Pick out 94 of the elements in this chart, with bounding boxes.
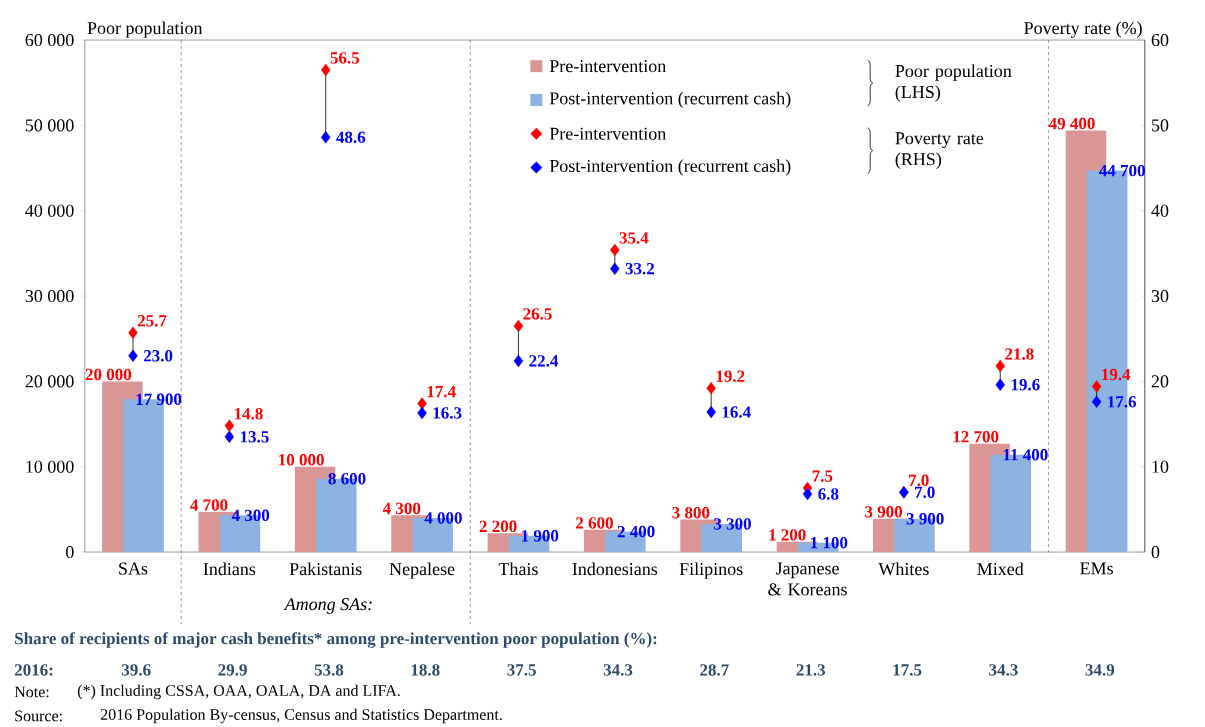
data-label: 35.4 bbox=[619, 232, 649, 244]
data-label: 12 700 bbox=[953, 431, 999, 443]
x-tick-label: Indians bbox=[203, 562, 256, 576]
data-label: 19.6 bbox=[1011, 379, 1040, 391]
data-label: 20 000 bbox=[85, 368, 132, 381]
y2-tick-label: 20 bbox=[1151, 375, 1169, 388]
data-label: 14.8 bbox=[234, 408, 263, 420]
data-label: 3 800 bbox=[672, 506, 710, 519]
x-tick-label: Pakistanis bbox=[289, 562, 362, 576]
x-tick-label: EMs bbox=[1080, 562, 1113, 575]
text: 37.5 bbox=[507, 664, 536, 676]
data-label: 13.5 bbox=[240, 431, 269, 443]
y2-tick-label: 50 bbox=[1152, 119, 1169, 132]
y-tick-label: 60 000 bbox=[25, 33, 74, 47]
data-label: 49 400 bbox=[1048, 117, 1095, 130]
data-label: 17.4 bbox=[427, 385, 456, 398]
x-tick-label: Mixed bbox=[977, 562, 1024, 576]
data-label: 1 100 bbox=[811, 536, 848, 549]
x-tick-label: Nepalese bbox=[389, 562, 455, 579]
x-tick-label: Indonesians bbox=[572, 562, 658, 576]
x-tick-label: Japanese & Koreans bbox=[768, 562, 847, 596]
text: 2016 Population By-census, Census and Statistics Department. bbox=[100, 708, 502, 724]
legend-label: Post-intervention (recurrent cash) bbox=[549, 159, 791, 176]
data-label: 16.4 bbox=[722, 406, 751, 418]
data-label: 8 600 bbox=[328, 472, 366, 485]
data-label: 56.5 bbox=[330, 52, 360, 64]
text: 18.8 bbox=[411, 664, 440, 676]
y2-tick-label: 30 bbox=[1151, 289, 1169, 303]
y2-tick-label: 40 bbox=[1151, 204, 1169, 217]
text: 28.7 bbox=[700, 664, 729, 676]
data-label: 1 200 bbox=[769, 529, 806, 541]
data-label: 26.5 bbox=[523, 308, 552, 320]
x-tick-label: SAs bbox=[119, 562, 148, 575]
text: 39.6 bbox=[121, 664, 151, 676]
data-label: 16.3 bbox=[433, 407, 462, 419]
y-tick-label: 10 000 bbox=[26, 460, 74, 473]
y2-tick-label: 60 bbox=[1151, 33, 1169, 47]
y-tick-label: 50 000 bbox=[25, 119, 74, 132]
source-note: Source: bbox=[15, 710, 62, 722]
data-label: 19.4 bbox=[1102, 368, 1131, 381]
text: 34.3 bbox=[989, 664, 1018, 676]
data-label: 3 300 bbox=[714, 518, 751, 530]
y-tick-label: 0 bbox=[66, 545, 74, 559]
text: 17.5 bbox=[893, 664, 922, 676]
data-label: 3 900 bbox=[906, 513, 944, 525]
text: 29.9 bbox=[218, 664, 247, 676]
data-label: 7.0 bbox=[915, 486, 935, 499]
data-label: 11 400 bbox=[1003, 449, 1048, 461]
data-label: 48.6 bbox=[336, 131, 366, 144]
legend-label: Post-intervention (recurrent cash) bbox=[549, 91, 791, 109]
text: (*) Including CSSA, OAA, OALA, DA and LIFA. bbox=[77, 684, 400, 700]
y2-axis-title: Poverty rate (%) bbox=[1024, 21, 1142, 38]
annotation: Poor population (LHS) bbox=[895, 64, 1012, 102]
y-axis-title: Poor population bbox=[87, 21, 203, 38]
data-label: 21.8 bbox=[1005, 348, 1034, 360]
text: 53.8 bbox=[314, 664, 344, 676]
data-label: 2 200 bbox=[479, 520, 517, 533]
data-label: 1 900 bbox=[522, 530, 559, 542]
y-tick-label: 20 000 bbox=[25, 375, 74, 388]
data-label: 2 400 bbox=[617, 525, 655, 538]
data-label: 33.2 bbox=[625, 262, 655, 275]
legend-label: Pre-intervention bbox=[549, 60, 666, 73]
text: Share of recipients of major cash benefits* among pre-intervention poor population (%): bbox=[15, 632, 657, 648]
annotation: Poverty rate (RHS) bbox=[895, 132, 984, 169]
data-label: 4 300 bbox=[382, 502, 421, 515]
y-tick-label: 30 000 bbox=[25, 289, 74, 303]
text: Note: bbox=[14, 686, 49, 698]
text: 21.3 bbox=[796, 664, 826, 676]
data-label: 2 600 bbox=[576, 517, 613, 529]
text: Among SAs: bbox=[283, 598, 372, 614]
x-tick-label: Thais bbox=[498, 562, 538, 576]
data-label: 7.0 bbox=[909, 474, 929, 487]
legend-label: Pre-intervention bbox=[549, 127, 666, 140]
data-label: 6.8 bbox=[818, 488, 839, 500]
data-label: 22.4 bbox=[529, 355, 559, 367]
x-tick-label: Filipinos bbox=[679, 562, 743, 579]
data-label: 23.0 bbox=[143, 350, 173, 362]
text: 2016: bbox=[14, 664, 53, 676]
text: 34.3 bbox=[603, 664, 633, 676]
data-label: 25.7 bbox=[137, 315, 167, 327]
y2-tick-label: 10 bbox=[1152, 460, 1169, 473]
data-label: 3 900 bbox=[865, 506, 903, 518]
y2-tick-label: 0 bbox=[1151, 545, 1160, 559]
x-tick-label: Whites bbox=[878, 562, 929, 576]
data-label: 19.2 bbox=[716, 370, 745, 383]
data-label: 17 900 bbox=[136, 393, 182, 406]
data-label: 4 700 bbox=[190, 499, 228, 511]
y-tick-label: 40 000 bbox=[25, 204, 74, 217]
data-label: 7.5 bbox=[812, 470, 833, 482]
data-label: 10 000 bbox=[279, 454, 324, 466]
data-label: 4 000 bbox=[424, 512, 462, 524]
text: 34.9 bbox=[1085, 664, 1115, 676]
data-label: 4 300 bbox=[231, 509, 270, 522]
data-label: 44 700 bbox=[1099, 164, 1145, 177]
